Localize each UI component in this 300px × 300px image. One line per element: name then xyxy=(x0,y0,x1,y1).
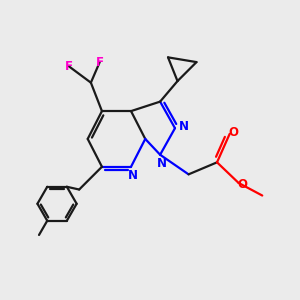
Text: N: N xyxy=(128,169,138,182)
Text: O: O xyxy=(237,178,247,191)
Text: N: N xyxy=(157,157,167,170)
Text: N: N xyxy=(179,120,189,133)
Text: O: O xyxy=(229,126,238,139)
Text: F: F xyxy=(96,56,104,69)
Text: F: F xyxy=(65,60,73,73)
